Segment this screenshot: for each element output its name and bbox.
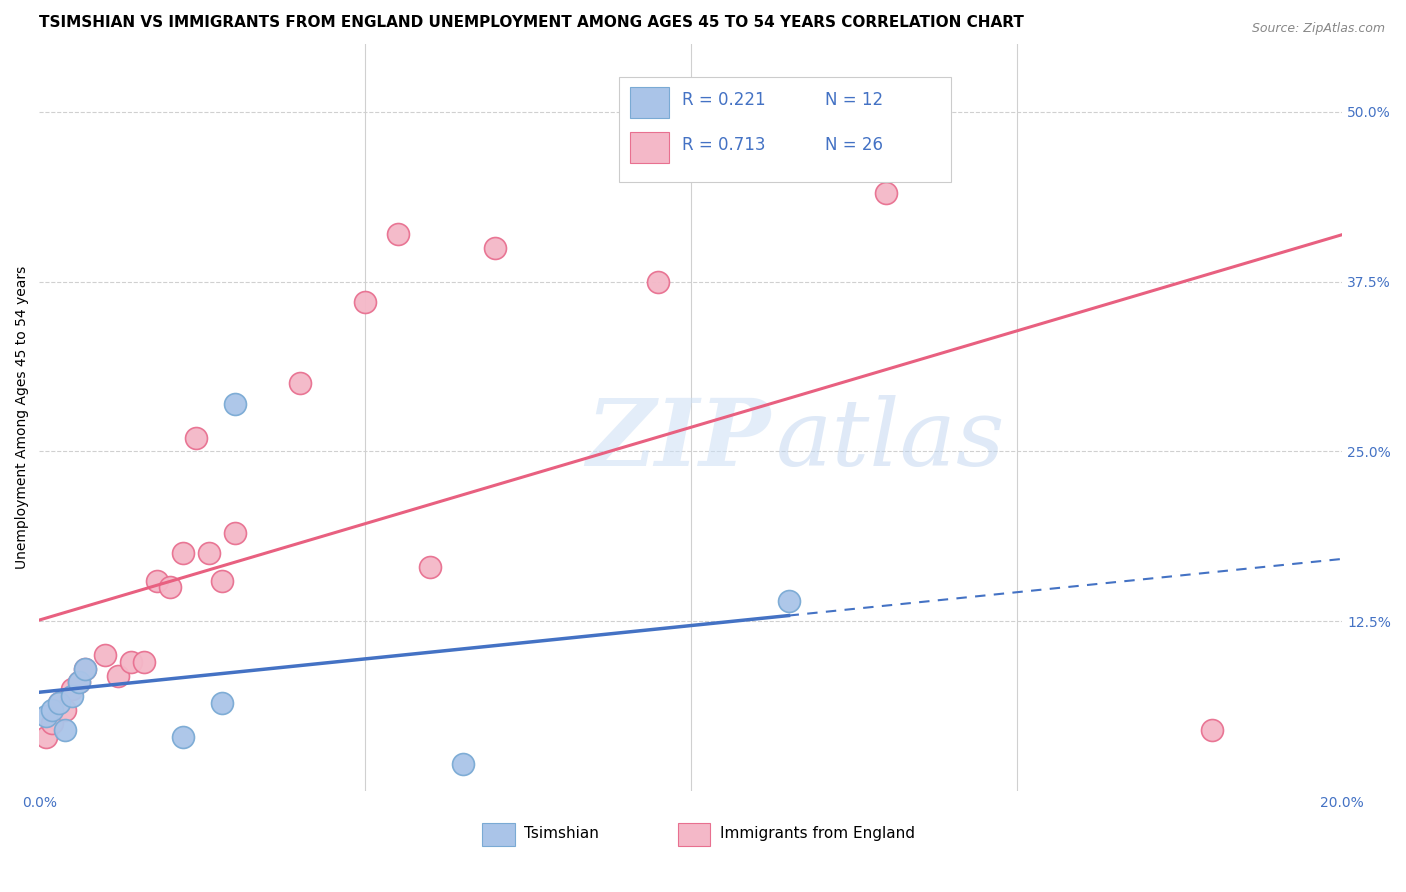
- Point: [419, 560, 441, 574]
- Point: [55, 703, 77, 717]
- Point: [211, 574, 233, 588]
- Point: [55, 723, 77, 737]
- Point: [875, 186, 897, 201]
- Point: [387, 227, 409, 241]
- Point: [451, 757, 474, 772]
- Point: [159, 580, 181, 594]
- Point: [1201, 723, 1223, 737]
- Point: [60, 689, 83, 703]
- Text: ZIP: ZIP: [586, 395, 770, 485]
- Point: [67, 675, 90, 690]
- Point: [211, 696, 233, 710]
- Point: [41, 703, 63, 717]
- Point: [354, 294, 377, 309]
- Point: [647, 275, 669, 289]
- Point: [224, 525, 246, 540]
- Point: [73, 662, 96, 676]
- Text: atlas: atlas: [776, 395, 1005, 485]
- Point: [224, 397, 246, 411]
- Bar: [482, 823, 515, 846]
- Text: TSIMSHIAN VS IMMIGRANTS FROM ENGLAND UNEMPLOYMENT AMONG AGES 45 TO 54 YEARS CORR: TSIMSHIAN VS IMMIGRANTS FROM ENGLAND UNE…: [39, 15, 1025, 30]
- Point: [93, 648, 115, 663]
- Point: [48, 696, 70, 710]
- Point: [48, 696, 70, 710]
- Bar: [630, 87, 669, 119]
- Y-axis label: Unemployment Among Ages 45 to 54 years: Unemployment Among Ages 45 to 54 years: [15, 266, 30, 569]
- Point: [778, 594, 800, 608]
- Text: N = 12: N = 12: [825, 91, 883, 109]
- Bar: [678, 823, 710, 846]
- Text: Immigrants from England: Immigrants from England: [720, 826, 914, 841]
- Point: [120, 655, 142, 669]
- Point: [60, 682, 83, 697]
- Point: [288, 376, 311, 391]
- Text: Tsimshian: Tsimshian: [524, 826, 599, 841]
- Point: [35, 709, 58, 723]
- Point: [41, 716, 63, 731]
- Point: [172, 730, 194, 744]
- FancyBboxPatch shape: [619, 78, 952, 182]
- Point: [107, 668, 129, 682]
- Bar: [630, 132, 669, 163]
- Point: [172, 546, 194, 560]
- Point: [35, 730, 58, 744]
- Point: [145, 574, 167, 588]
- Point: [67, 675, 90, 690]
- Text: R = 0.713: R = 0.713: [682, 136, 765, 153]
- Text: Source: ZipAtlas.com: Source: ZipAtlas.com: [1251, 22, 1385, 36]
- Point: [484, 241, 506, 255]
- Text: N = 26: N = 26: [825, 136, 883, 153]
- Text: R = 0.221: R = 0.221: [682, 91, 765, 109]
- Point: [197, 546, 219, 560]
- Point: [73, 662, 96, 676]
- Point: [184, 431, 207, 445]
- Point: [132, 655, 155, 669]
